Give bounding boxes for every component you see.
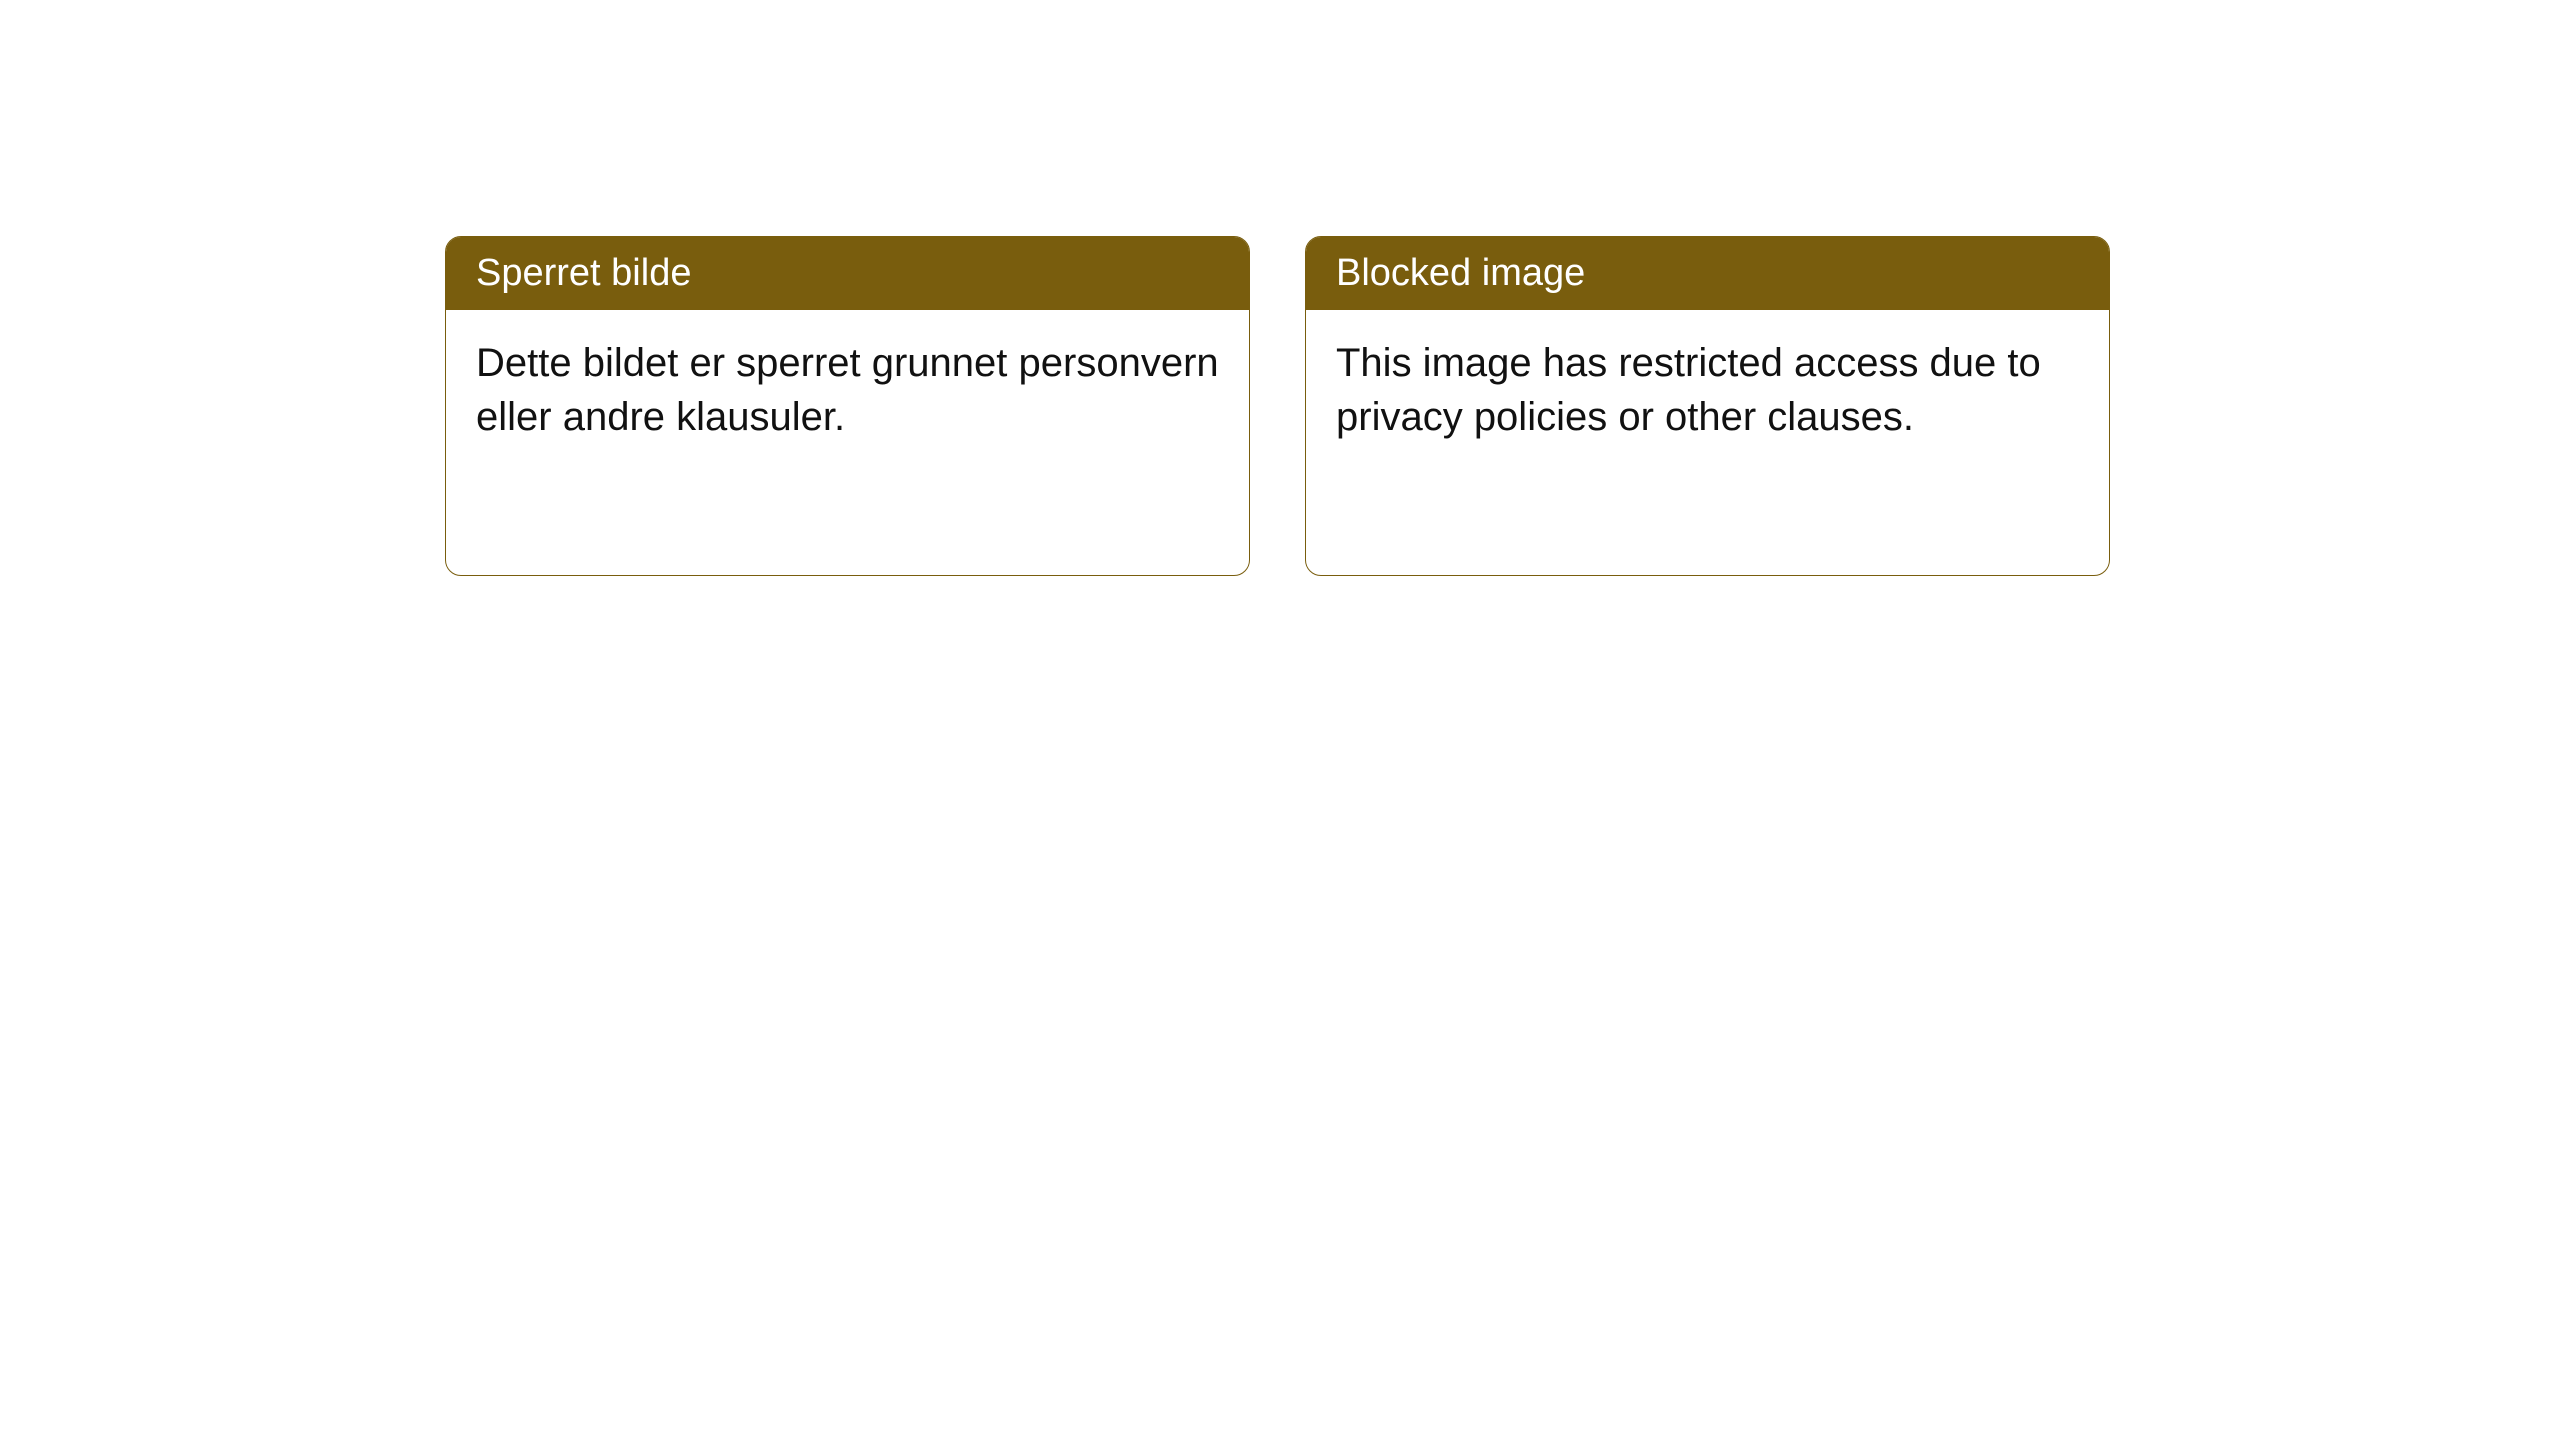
notice-card-english: Blocked image This image has restricted … [1305,236,2110,576]
notice-title: Sperret bilde [446,237,1249,310]
notice-container: Sperret bilde Dette bildet er sperret gr… [445,236,2110,576]
notice-card-norwegian: Sperret bilde Dette bildet er sperret gr… [445,236,1250,576]
notice-body: Dette bildet er sperret grunnet personve… [446,310,1249,470]
notice-body: This image has restricted access due to … [1306,310,2109,470]
notice-title: Blocked image [1306,237,2109,310]
